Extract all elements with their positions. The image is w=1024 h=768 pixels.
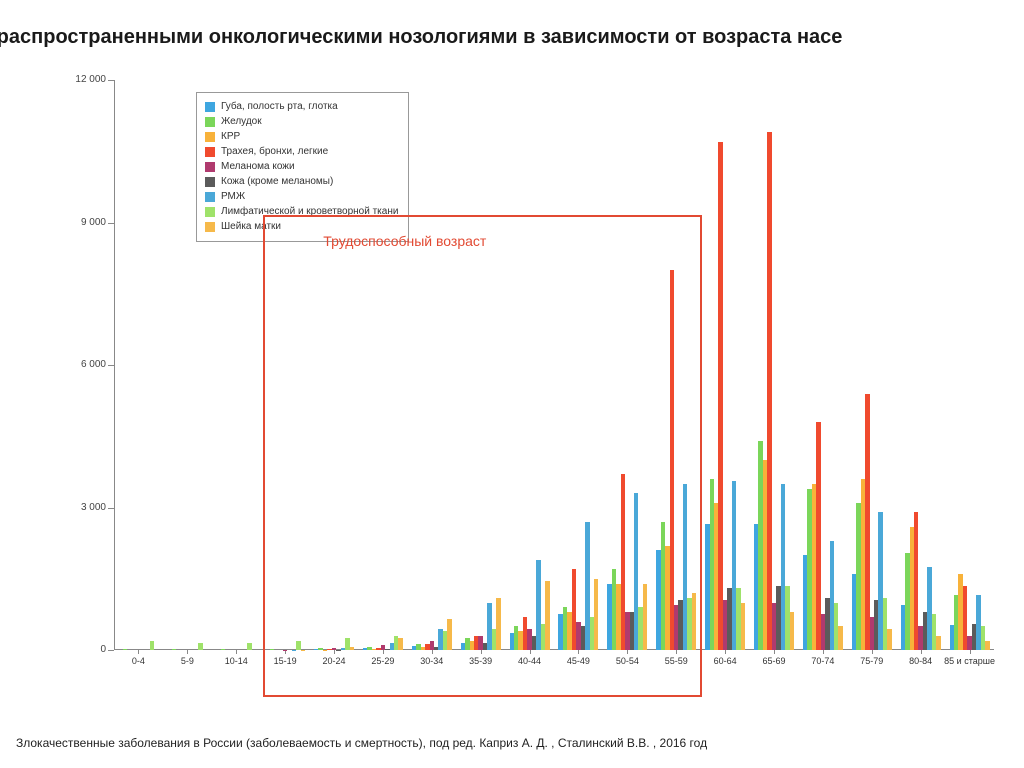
x-tick xyxy=(823,650,824,654)
x-tick-label: 0-4 xyxy=(132,656,145,666)
chart: Губа, полость рта, глоткаЖелудокКРРТрахе… xyxy=(40,70,1000,690)
legend: Губа, полость рта, глоткаЖелудокКРРТрахе… xyxy=(196,92,409,242)
page-title: е распространенными онкологическими нозо… xyxy=(0,26,1024,49)
bar xyxy=(838,626,842,650)
y-tick-label: 6 000 xyxy=(36,359,106,370)
x-tick xyxy=(970,650,971,654)
y-tick-label: 3 000 xyxy=(36,502,106,513)
bar xyxy=(545,581,549,650)
x-tick xyxy=(187,650,188,654)
x-tick-label: 55-59 xyxy=(665,656,688,666)
x-tick-label: 30-34 xyxy=(420,656,443,666)
legend-swatch xyxy=(205,222,215,232)
x-tick-label: 45-49 xyxy=(567,656,590,666)
bar xyxy=(350,647,354,650)
bar xyxy=(887,629,891,650)
legend-swatch xyxy=(205,147,215,157)
x-tick xyxy=(432,650,433,654)
x-tick xyxy=(627,650,628,654)
legend-label: Желудок xyxy=(221,115,262,129)
legend-label: Кожа (кроме меланомы) xyxy=(221,175,333,189)
bar xyxy=(496,598,500,650)
bar xyxy=(767,132,771,650)
bar xyxy=(643,584,647,651)
legend-label: КРР xyxy=(221,130,240,144)
x-tick-label: 85 и старше xyxy=(944,656,995,666)
legend-item: Желудок xyxy=(205,115,398,129)
x-tick xyxy=(138,650,139,654)
bar xyxy=(447,619,451,650)
x-tick-label: 65-69 xyxy=(762,656,785,666)
bar xyxy=(270,649,274,650)
x-tick-label: 70-74 xyxy=(811,656,834,666)
bar xyxy=(790,612,794,650)
legend-item: РМЖ xyxy=(205,190,398,204)
legend-swatch xyxy=(205,192,215,202)
bar xyxy=(198,643,202,650)
x-tick xyxy=(285,650,286,654)
x-tick-label: 5-9 xyxy=(181,656,194,666)
bar xyxy=(172,649,176,650)
y-axis xyxy=(114,80,115,650)
x-tick xyxy=(921,650,922,654)
legend-label: Шейка матки xyxy=(221,220,281,234)
x-tick-label: 60-64 xyxy=(714,656,737,666)
legend-label: Меланома кожи xyxy=(221,160,295,174)
bar xyxy=(985,641,989,650)
x-tick xyxy=(530,650,531,654)
bar xyxy=(936,636,940,650)
bar xyxy=(123,649,127,650)
x-tick-label: 35-39 xyxy=(469,656,492,666)
legend-label: Лимфатической и кроветворной ткани xyxy=(221,205,398,219)
legend-item: Шейка матки xyxy=(205,220,398,234)
x-tick-label: 40-44 xyxy=(518,656,541,666)
legend-swatch xyxy=(205,177,215,187)
bar xyxy=(247,643,251,650)
bar xyxy=(150,641,154,651)
x-tick-label: 75-79 xyxy=(860,656,883,666)
legend-item: Кожа (кроме меланомы) xyxy=(205,175,398,189)
x-tick-label: 25-29 xyxy=(371,656,394,666)
legend-item: Трахея, бронхи, легкие xyxy=(205,145,398,159)
legend-item: Губа, полость рта, глотка xyxy=(205,100,398,114)
x-tick-label: 20-24 xyxy=(322,656,345,666)
y-tick-label: 9 000 xyxy=(36,217,106,228)
bar xyxy=(670,270,674,650)
bar xyxy=(221,649,225,650)
x-tick xyxy=(872,650,873,654)
x-tick-label: 80-84 xyxy=(909,656,932,666)
legend-item: Меланома кожи xyxy=(205,160,398,174)
working-age-label: Трудоспособный возраст xyxy=(323,233,486,249)
legend-label: Губа, полость рта, глотка xyxy=(221,100,338,114)
x-tick-label: 50-54 xyxy=(616,656,639,666)
x-tick xyxy=(236,650,237,654)
legend-label: РМЖ xyxy=(221,190,245,204)
x-tick xyxy=(481,650,482,654)
x-tick xyxy=(676,650,677,654)
x-tick-label: 15-19 xyxy=(274,656,297,666)
legend-item: Лимфатической и кроветворной ткани xyxy=(205,205,398,219)
y-tick-label: 12 000 xyxy=(36,74,106,85)
bar xyxy=(398,638,402,650)
legend-label: Трахея, бронхи, легкие xyxy=(221,145,328,159)
legend-swatch xyxy=(205,162,215,172)
bar xyxy=(741,603,745,651)
x-tick xyxy=(578,650,579,654)
x-tick xyxy=(334,650,335,654)
x-tick xyxy=(725,650,726,654)
y-tick-label: 0 xyxy=(36,644,106,655)
x-tick xyxy=(774,650,775,654)
legend-item: КРР xyxy=(205,130,398,144)
legend-swatch xyxy=(205,207,215,217)
legend-swatch xyxy=(205,117,215,127)
bar xyxy=(718,142,722,650)
legend-swatch xyxy=(205,132,215,142)
x-tick-label: 10-14 xyxy=(225,656,248,666)
x-tick xyxy=(383,650,384,654)
bar xyxy=(692,593,696,650)
legend-swatch xyxy=(205,102,215,112)
footnote: Злокачественные заболевания в России (за… xyxy=(16,736,707,750)
bar xyxy=(594,579,598,650)
bar xyxy=(865,394,869,651)
